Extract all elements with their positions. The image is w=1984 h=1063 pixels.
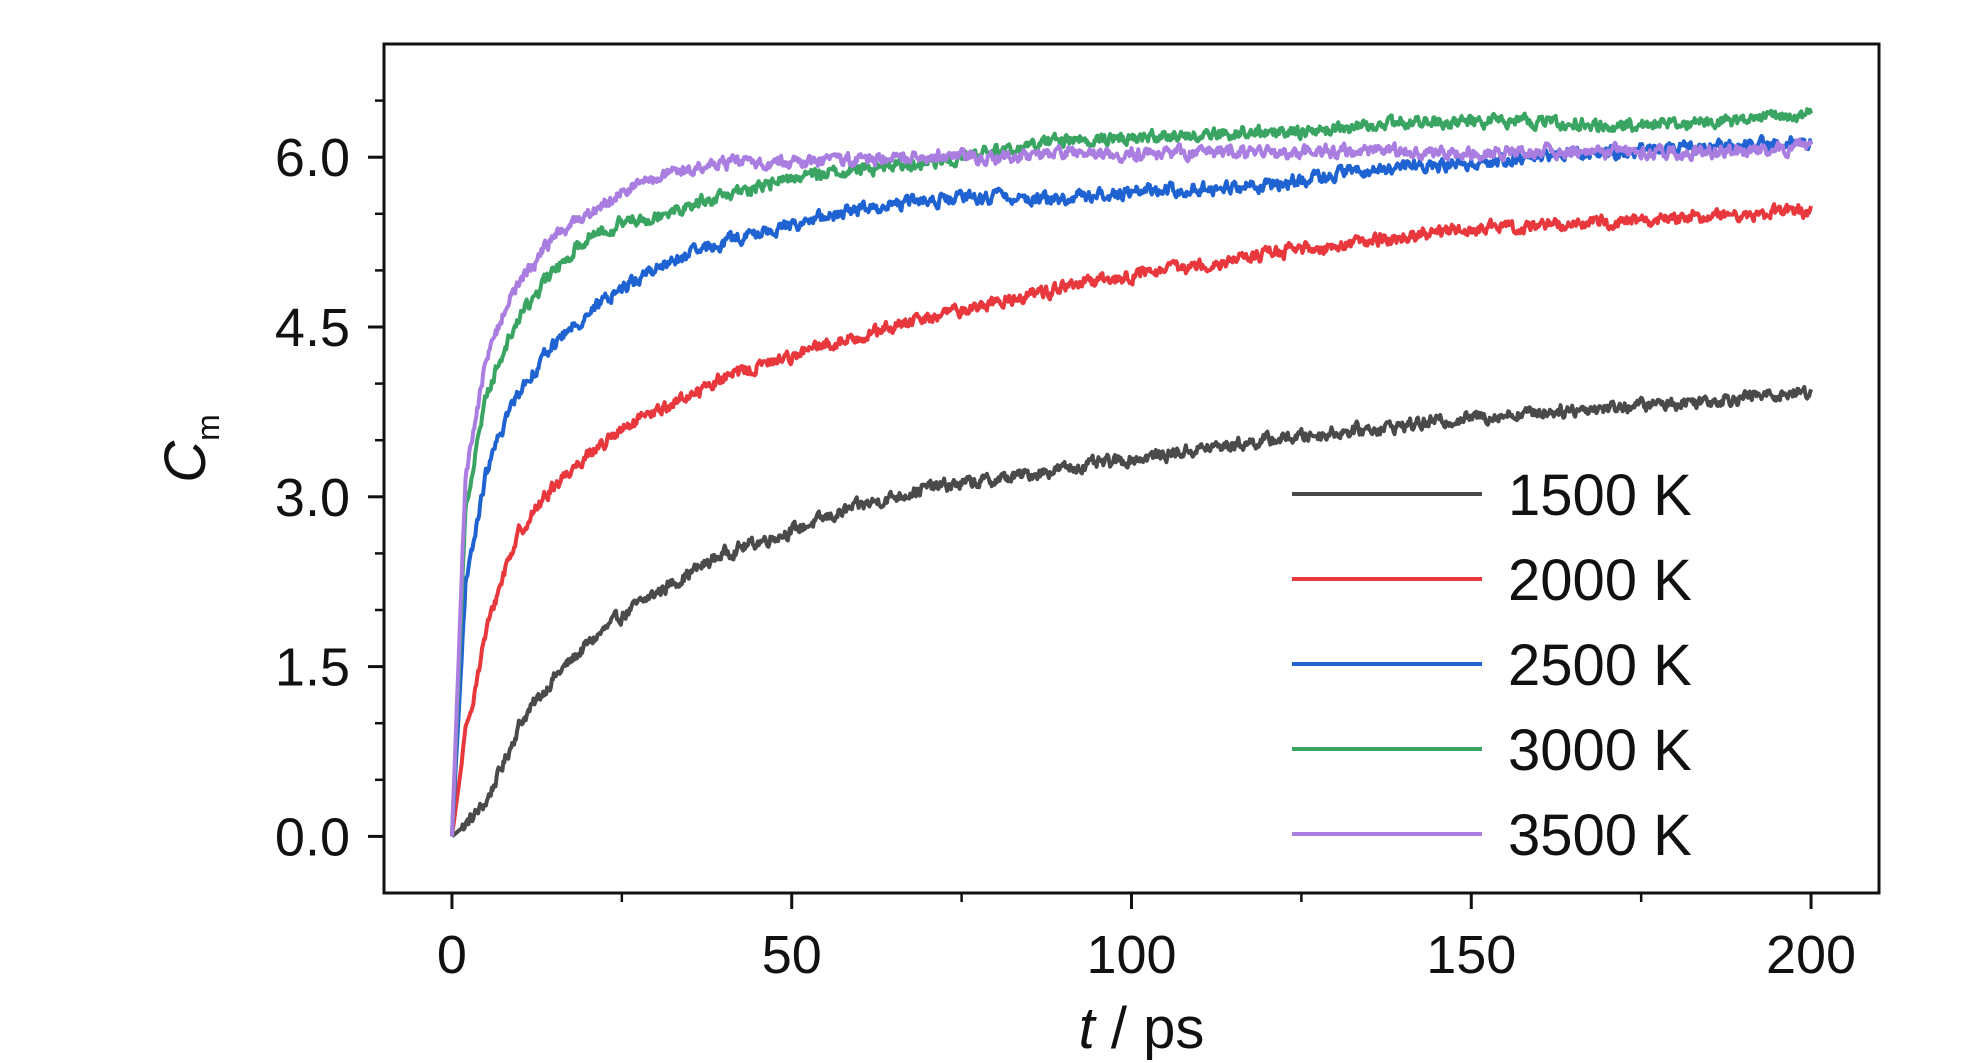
x-axis-title-symbol: t	[1079, 996, 1098, 1061]
x-axis-title-unit: / ps	[1095, 996, 1205, 1061]
plot-area	[450, 107, 1813, 838]
series-line-1500-k	[450, 385, 1813, 838]
series-line-3500-k	[450, 137, 1813, 837]
series-line-2000-k	[450, 202, 1813, 837]
x-tick-label: 0	[437, 925, 467, 985]
x-tick-label: 100	[1086, 925, 1176, 985]
legend-label: 1500 K	[1508, 463, 1692, 528]
legend-label: 2500 K	[1508, 633, 1692, 698]
y-tick-label: 3.0	[275, 468, 350, 528]
axes: 0 50 100 150 200 0.0 1.5 3.0 4.5 6.0 t / ps Cm	[153, 42, 1881, 1061]
legend-label: 3500 K	[1508, 803, 1692, 868]
y-axis-title-symbol: C	[153, 440, 218, 483]
y-tick-label: 4.5	[275, 298, 350, 358]
legend: 1500 K 2000 K 2500 K 3000 K 3500 K	[1292, 463, 1692, 868]
y-axis-title: Cm	[153, 414, 226, 483]
y-tick-label: 0.0	[275, 807, 350, 867]
y-axis-title-subscript: m	[190, 414, 226, 441]
x-tick-label: 50	[762, 925, 822, 985]
series-line-3000-k	[450, 107, 1813, 837]
legend-label: 2000 K	[1508, 548, 1692, 613]
y-tick-label: 6.0	[275, 128, 350, 188]
y-tick-label: 1.5	[275, 638, 350, 698]
x-tick-label: 200	[1766, 925, 1856, 985]
legend-label: 3000 K	[1508, 718, 1692, 783]
x-axis-title: t / ps	[1079, 996, 1205, 1061]
x-tick-label: 150	[1426, 925, 1516, 985]
